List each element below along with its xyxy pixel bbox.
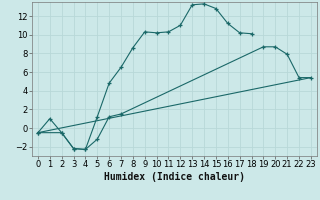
X-axis label: Humidex (Indice chaleur): Humidex (Indice chaleur) (104, 172, 245, 182)
